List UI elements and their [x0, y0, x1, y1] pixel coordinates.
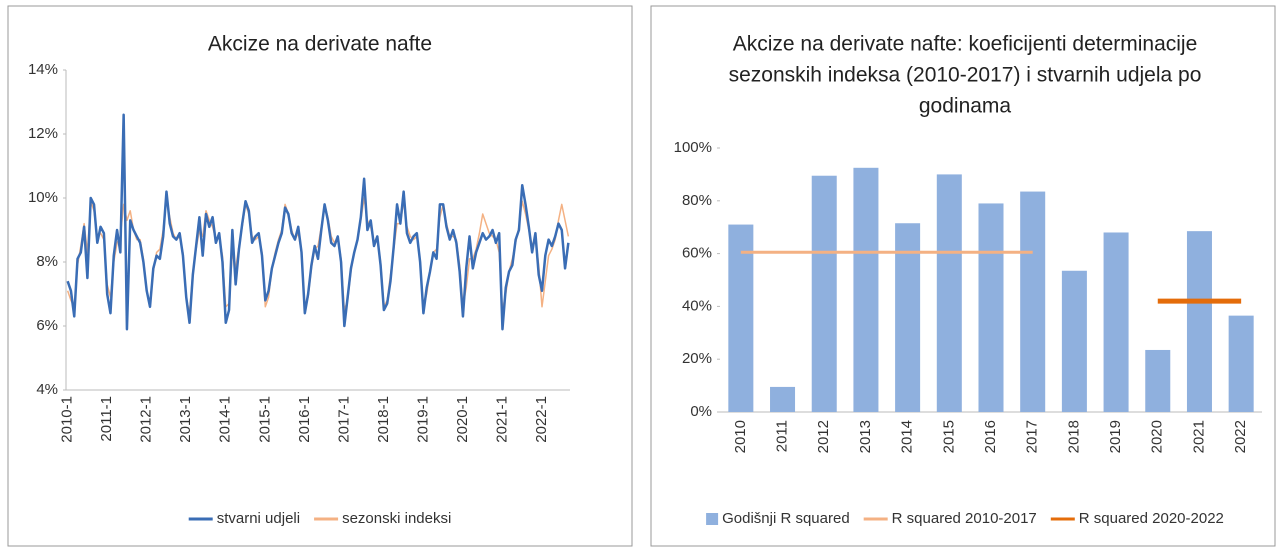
legend-label: stvarni udjeli [217, 510, 300, 527]
x-tick-label: 2015 [940, 420, 957, 453]
x-tick-label: 2021 [1190, 420, 1207, 453]
x-tick-label: 2012 [815, 420, 832, 453]
x-tick-label: 2014 [899, 420, 916, 453]
x-tick-label: 2017-1 [335, 396, 352, 443]
y-tick-label: 80% [682, 192, 712, 209]
bar [1103, 232, 1129, 412]
panel [650, 5, 1276, 547]
x-tick-label: 2019 [1107, 420, 1124, 453]
chart-title: sezonskih indeksa (2010-2017) i stvarnih… [729, 64, 1202, 87]
bar [1228, 315, 1254, 412]
x-tick-label: 2016-1 [296, 396, 313, 443]
chart-title: Akcize na derivate nafte: koeficijenti d… [733, 33, 1198, 56]
x-tick-label: 2012-1 [138, 396, 155, 443]
x-tick-label: 2013 [857, 420, 874, 453]
legend-label: Godišnji R squared [722, 510, 850, 527]
x-tick-label: 2015-1 [256, 396, 273, 443]
y-tick-label: 14% [28, 61, 58, 78]
bar [1061, 270, 1087, 412]
x-tick-label: 2014-1 [217, 396, 234, 443]
chart-title: godinama [919, 95, 1012, 118]
y-tick-label: 40% [682, 297, 712, 314]
legend-label: R squared 2010-2017 [892, 510, 1037, 527]
y-tick-label: 0% [690, 403, 712, 420]
x-tick-label: 2021-1 [493, 396, 510, 443]
y-tick-label: 100% [674, 139, 712, 156]
y-tick-label: 4% [36, 381, 58, 398]
x-tick-label: 2018-1 [375, 396, 392, 443]
y-tick-label: 10% [28, 189, 58, 206]
bar [895, 223, 921, 412]
y-tick-label: 8% [36, 253, 58, 270]
x-tick-label: 2010-1 [59, 396, 76, 443]
x-tick-label: 2020-1 [454, 396, 471, 443]
x-tick-label: 2020 [1149, 420, 1166, 453]
legend-swatch [706, 513, 719, 525]
x-tick-label: 2018 [1065, 420, 1082, 453]
y-tick-label: 12% [28, 125, 58, 142]
y-tick-label: 60% [682, 245, 712, 262]
bar [936, 174, 962, 412]
bar [1020, 191, 1046, 412]
x-tick-label: 2022 [1232, 420, 1249, 453]
bar [770, 386, 796, 412]
bar [728, 224, 754, 412]
y-tick-label: 6% [36, 317, 58, 334]
bar [978, 203, 1004, 412]
bar [1186, 231, 1212, 412]
x-tick-label: 2011-1 [98, 396, 115, 442]
y-tick-label: 20% [682, 350, 712, 367]
x-tick-label: 2017 [1024, 420, 1041, 453]
x-tick-label: 2010 [732, 420, 749, 453]
x-tick-label: 2022-1 [533, 396, 550, 443]
x-tick-label: 2013-1 [177, 396, 194, 443]
x-tick-label: 2019-1 [414, 396, 431, 443]
x-tick-label: 2011 [774, 420, 791, 452]
legend-label: sezonski indeksi [342, 510, 451, 527]
x-tick-label: 2016 [982, 420, 999, 453]
bar [811, 175, 837, 412]
chart-title: Akcize na derivate nafte [208, 33, 432, 56]
bar [1145, 349, 1171, 412]
line-series [66, 113, 570, 331]
bar [853, 167, 879, 412]
legend-label: R squared 2020-2022 [1079, 510, 1224, 527]
